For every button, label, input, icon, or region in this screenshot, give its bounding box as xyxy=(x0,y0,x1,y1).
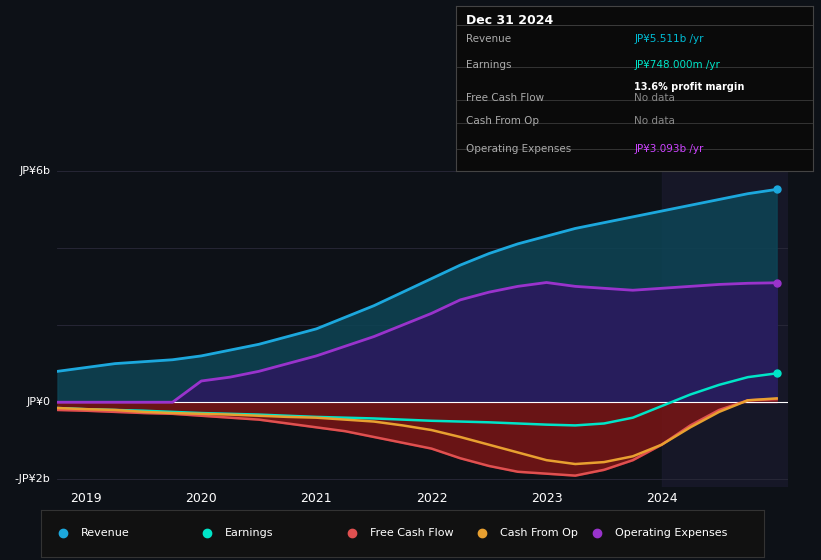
Text: No data: No data xyxy=(635,116,675,127)
Text: JP¥748.000m /yr: JP¥748.000m /yr xyxy=(635,60,720,70)
Text: Operating Expenses: Operating Expenses xyxy=(466,144,571,155)
Text: Earnings: Earnings xyxy=(225,529,273,538)
Text: JP¥3.093b /yr: JP¥3.093b /yr xyxy=(635,144,704,155)
Text: Cash From Op: Cash From Op xyxy=(500,529,578,538)
Text: No data: No data xyxy=(635,93,675,103)
Text: Free Cash Flow: Free Cash Flow xyxy=(466,93,544,103)
Text: JP¥0: JP¥0 xyxy=(26,397,50,407)
Bar xyxy=(662,151,788,487)
Text: Revenue: Revenue xyxy=(466,34,511,44)
Text: Earnings: Earnings xyxy=(466,60,511,70)
Text: Free Cash Flow: Free Cash Flow xyxy=(369,529,453,538)
Text: Cash From Op: Cash From Op xyxy=(466,116,539,127)
Text: JP¥6b: JP¥6b xyxy=(19,166,50,175)
Text: -JP¥2b: -JP¥2b xyxy=(15,474,50,484)
Text: JP¥5.511b /yr: JP¥5.511b /yr xyxy=(635,34,704,44)
Text: 13.6% profit margin: 13.6% profit margin xyxy=(635,82,745,92)
Text: Dec 31 2024: Dec 31 2024 xyxy=(466,14,553,27)
Text: Operating Expenses: Operating Expenses xyxy=(616,529,727,538)
Text: Revenue: Revenue xyxy=(80,529,130,538)
